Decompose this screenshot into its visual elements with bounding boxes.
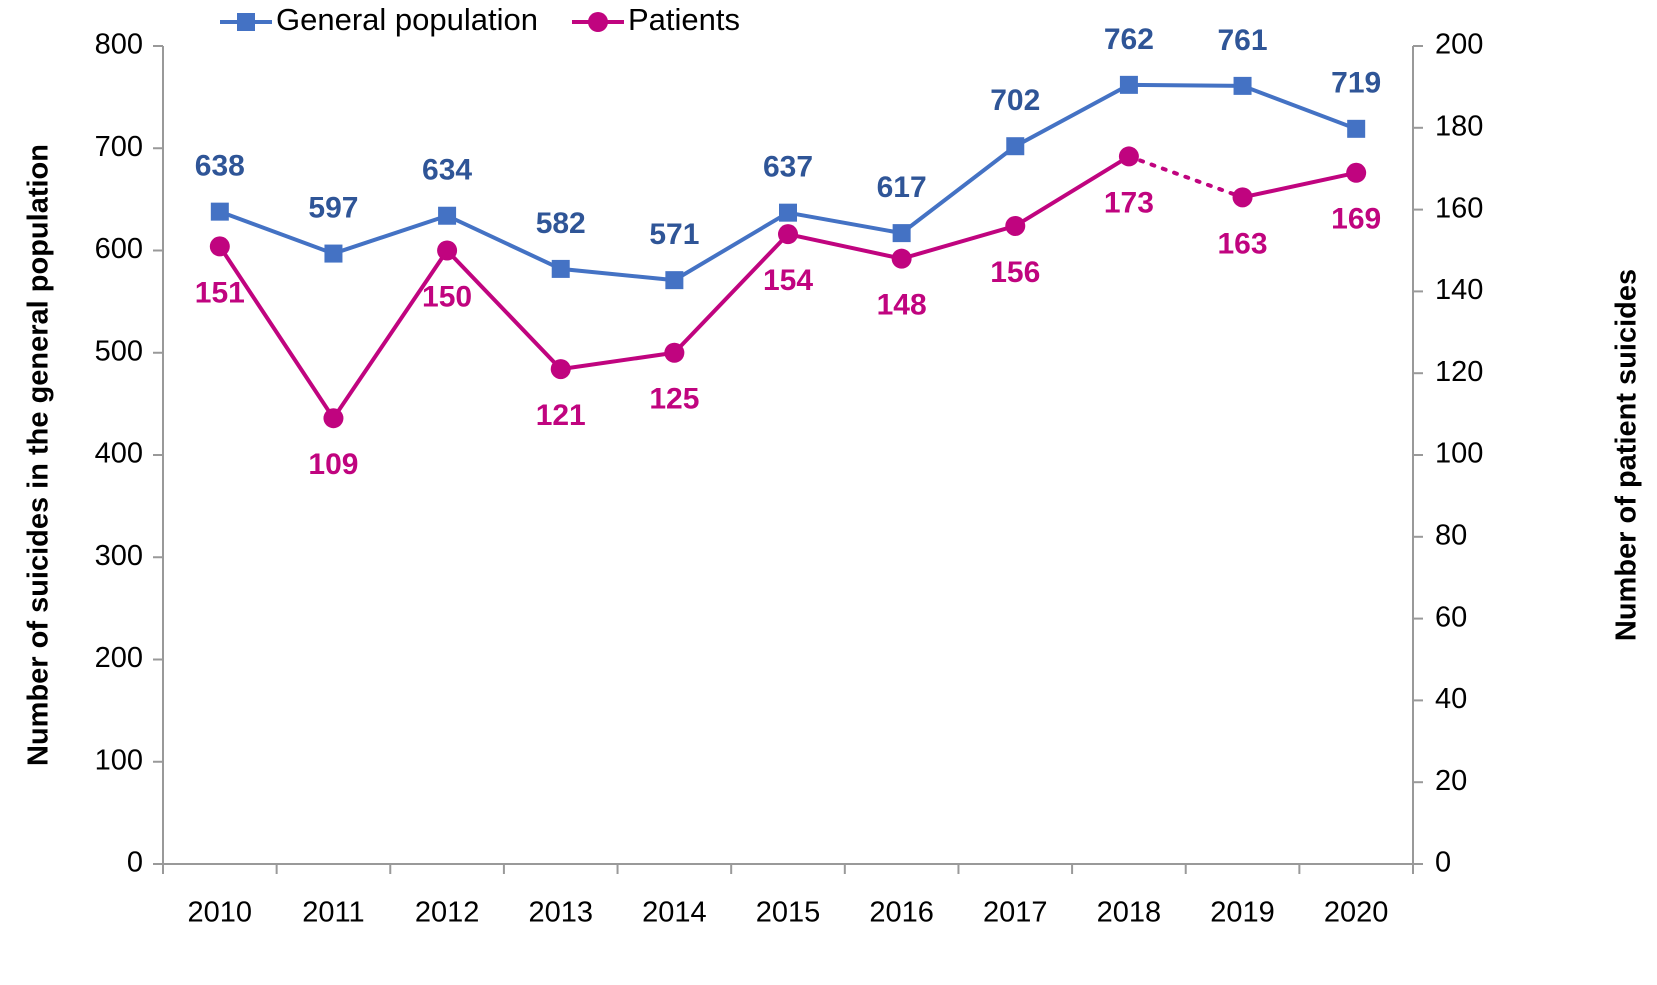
y2-tick-label: 200 bbox=[1435, 29, 1483, 61]
marker bbox=[892, 224, 911, 243]
value-label: 156 bbox=[990, 256, 1040, 289]
marker bbox=[665, 271, 684, 290]
marker bbox=[550, 359, 571, 380]
y2-tick-label: 60 bbox=[1435, 601, 1467, 633]
dotted-segment bbox=[1126, 154, 1245, 200]
marker bbox=[323, 408, 344, 429]
y-tick-label: 700 bbox=[95, 131, 143, 163]
x-tick-label: 2010 bbox=[188, 897, 253, 929]
x-tick-label: 2014 bbox=[642, 897, 707, 929]
value-label: 163 bbox=[1218, 227, 1268, 260]
marker bbox=[1347, 119, 1366, 138]
x-tick-label: 2018 bbox=[1097, 897, 1162, 929]
marker bbox=[1232, 187, 1253, 208]
value-label: 761 bbox=[1218, 24, 1268, 57]
value-label: 762 bbox=[1104, 23, 1154, 56]
value-label: 638 bbox=[195, 150, 245, 183]
value-label: 597 bbox=[308, 191, 358, 224]
y-tick-label: 400 bbox=[95, 438, 143, 470]
marker bbox=[664, 342, 685, 363]
value-label: 121 bbox=[536, 399, 586, 432]
marker bbox=[1119, 75, 1138, 94]
value-label: 173 bbox=[1104, 186, 1154, 219]
y-tick-label: 600 bbox=[95, 233, 143, 265]
y2-axis-title: Number of patient suicides bbox=[1611, 269, 1643, 641]
marker bbox=[209, 236, 230, 257]
x-tick-label: 2015 bbox=[756, 897, 821, 929]
y-tick-label: 100 bbox=[95, 744, 143, 776]
legend-label: Patients bbox=[628, 2, 740, 37]
marker bbox=[1005, 215, 1026, 236]
value-label: 634 bbox=[422, 154, 472, 187]
marker bbox=[1006, 137, 1025, 156]
marker bbox=[1346, 162, 1367, 183]
value-label: 148 bbox=[877, 289, 927, 322]
x-tick-label: 2020 bbox=[1324, 897, 1389, 929]
y-tick-label: 200 bbox=[95, 642, 143, 674]
x-tick-label: 2011 bbox=[302, 897, 364, 929]
marker bbox=[438, 206, 457, 225]
y2-tick-label: 140 bbox=[1435, 274, 1483, 306]
value-label: 582 bbox=[536, 207, 586, 240]
value-label: 719 bbox=[1331, 67, 1381, 100]
value-label: 150 bbox=[422, 280, 472, 313]
value-label: 151 bbox=[195, 276, 245, 309]
y-tick-label: 0 bbox=[127, 847, 143, 879]
value-label: 154 bbox=[763, 264, 813, 297]
y2-tick-label: 80 bbox=[1435, 519, 1467, 551]
marker bbox=[891, 248, 912, 269]
marker bbox=[779, 203, 797, 222]
legend-marker bbox=[237, 13, 255, 31]
value-label: 169 bbox=[1331, 203, 1381, 236]
marker bbox=[210, 202, 229, 221]
marker bbox=[778, 224, 798, 245]
y2-tick-label: 40 bbox=[1435, 683, 1467, 715]
y-tick-label: 500 bbox=[95, 335, 143, 367]
y-axis-title: Number of suicides in the general popula… bbox=[23, 144, 55, 766]
marker bbox=[437, 240, 458, 261]
y2-tick-label: 100 bbox=[1435, 438, 1483, 470]
x-tick-label: 2019 bbox=[1210, 897, 1275, 929]
x-tick-label: 2017 bbox=[983, 897, 1048, 929]
value-label: 125 bbox=[649, 383, 699, 416]
y-tick-label: 300 bbox=[95, 540, 143, 572]
marker bbox=[551, 259, 570, 278]
y2-tick-label: 160 bbox=[1435, 192, 1483, 224]
value-label: 617 bbox=[877, 171, 927, 204]
value-label: 637 bbox=[763, 151, 813, 184]
y2-tick-label: 180 bbox=[1435, 110, 1483, 142]
marker bbox=[1233, 76, 1252, 95]
value-label: 109 bbox=[308, 448, 358, 481]
x-tick-label: 2012 bbox=[415, 897, 480, 929]
value-label: 702 bbox=[990, 84, 1040, 117]
y2-tick-label: 0 bbox=[1435, 847, 1451, 879]
y2-tick-label: 20 bbox=[1435, 765, 1467, 797]
y2-tick-label: 120 bbox=[1435, 356, 1483, 388]
legend-label: General population bbox=[276, 2, 538, 37]
marker bbox=[1118, 146, 1139, 167]
marker bbox=[324, 244, 343, 263]
x-tick-label: 2013 bbox=[528, 897, 593, 929]
value-label: 571 bbox=[649, 218, 699, 251]
y-tick-label: 800 bbox=[95, 29, 143, 61]
x-tick-label: 2016 bbox=[869, 897, 934, 929]
legend-marker bbox=[587, 12, 608, 32]
